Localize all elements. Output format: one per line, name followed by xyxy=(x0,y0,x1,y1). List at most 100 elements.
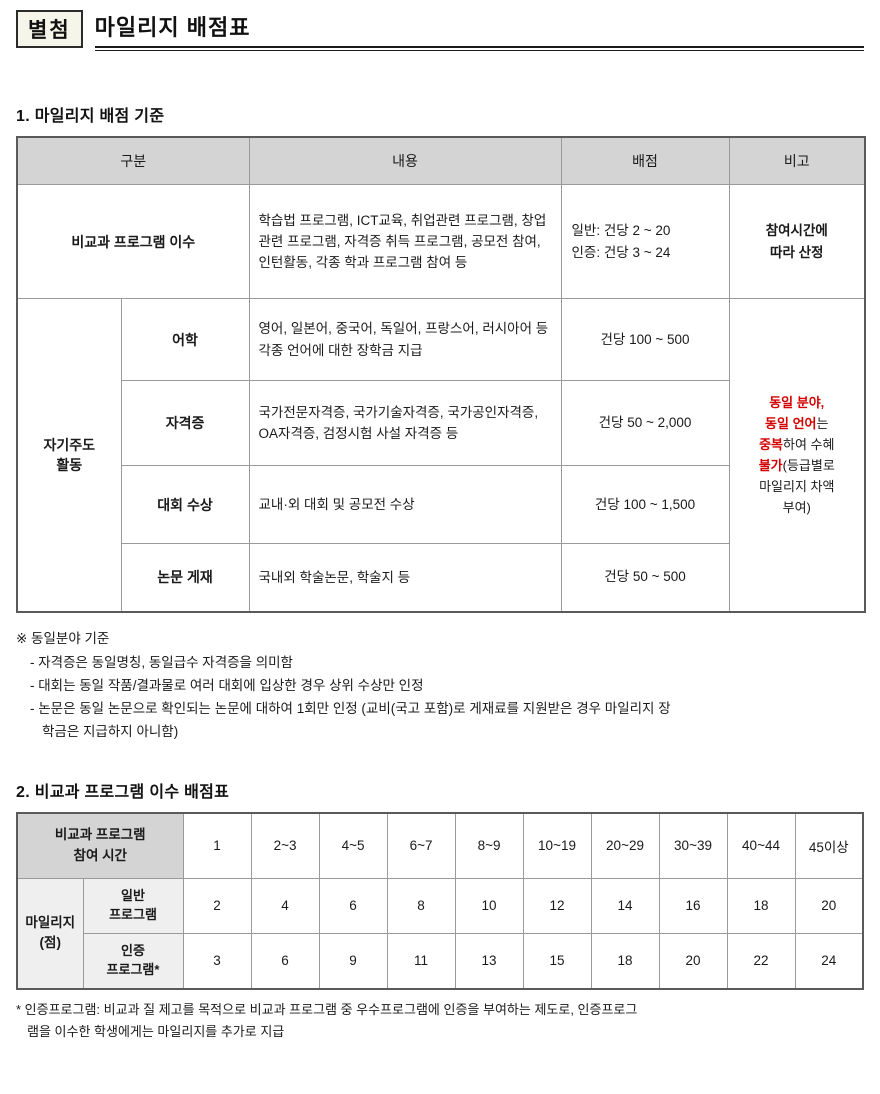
score-line-certified: 인증: 건당 3 ~ 24 xyxy=(571,244,671,260)
cell-score-general: 2 xyxy=(182,877,252,934)
mileage-label-line-1: 마일리지 xyxy=(25,914,76,930)
remark-plain-6: 부여) xyxy=(782,499,811,515)
title-rule-thick xyxy=(94,46,864,48)
mileage-label-line-2: (점) xyxy=(39,935,61,951)
cell-score-certified: 20 xyxy=(658,932,728,990)
footnote-text: * 인증프로그램: 비교과 질 제고를 목적으로 비교과 프로그램 중 우수프로… xyxy=(16,1001,638,1017)
section1-notes: ※ 동일분야 기준 - 자격증은 동일명칭, 동일급수 자격증을 의미함 - 대… xyxy=(16,627,864,744)
remark-line-5: 마일리지 차액 xyxy=(736,476,859,497)
cell-score-language: 건당 100 ~ 500 xyxy=(560,298,730,381)
title-divider xyxy=(94,46,864,51)
remark-line-1: 동일 분야, xyxy=(736,392,859,413)
column-header-category: 구분 xyxy=(16,136,250,185)
note-item-text: - 논문은 동일 논문으로 확인되는 논문에 대하여 1회만 인정 (교비(국고… xyxy=(30,701,671,717)
cell-score-general: 6 xyxy=(318,877,388,934)
document-title-bar: 별첨 마일리지 배점표 xyxy=(16,10,864,56)
remark-line-1: 참여시간에 xyxy=(765,222,828,238)
cell-score-certificate: 건당 50 ~ 2,000 xyxy=(560,380,730,466)
note-item: - 논문은 동일 논문으로 확인되는 논문에 대하여 1회만 인정 (교비(국고… xyxy=(16,697,864,743)
remark-emphasis-4: 불가 xyxy=(758,457,783,473)
mileage-criteria-table: 구분 내용 배점 비고 비교과 프로그램 이수 학습법 프로그램, ICT교육,… xyxy=(16,136,867,613)
remark-line-6: 부여) xyxy=(736,497,859,518)
table-row: 마일리지 (점) 일반 프로그램 2 4 6 8 10 12 14 16 18 … xyxy=(16,877,864,990)
cell-hours-header: 비교과 프로그램 참여 시간 xyxy=(16,812,184,879)
remark-emphasis-3: 중복 xyxy=(759,436,783,452)
category-line-2: 활동 xyxy=(56,456,83,473)
program-type-line-2: 프로그램* xyxy=(106,961,160,977)
document-page: 별첨 마일리지 배점표 1. 마일리지 배점 기준 구분 내용 배점 비고 xyxy=(0,10,880,1094)
cell-content-extracurricular: 학습법 프로그램, ICT교육, 취업관련 프로그램, 창업관련 프로그램, 자… xyxy=(248,184,562,299)
remark-line-2: 동일 언어는 xyxy=(736,413,859,434)
cell-score-certified: 22 xyxy=(726,932,796,990)
page-title: 마일리지 배점표 xyxy=(94,15,251,40)
remark-plain-5: 마일리지 차액 xyxy=(759,478,835,494)
table-header-row: 구분 내용 배점 비고 xyxy=(16,136,866,185)
remark-plain-3: 하여 수혜 xyxy=(783,436,835,452)
remark-line-4: 불가(등급별로 xyxy=(736,455,859,476)
hours-header-line-1: 비교과 프로그램 xyxy=(54,827,146,843)
cell-content-competition: 교내·외 대회 및 공모전 수상 xyxy=(248,465,562,544)
cell-remark-extracurricular: 참여시간에 따라 산정 xyxy=(728,184,866,299)
cell-score-certified: 11 xyxy=(386,932,456,990)
cell-hours-range: 45이상 xyxy=(794,812,864,879)
cell-score-certified: 9 xyxy=(318,932,388,990)
section2-heading: 2. 비교과 프로그램 이수 배점표 xyxy=(16,783,230,801)
cell-score-certified: 15 xyxy=(522,932,592,990)
score-line-general: 일반: 건당 2 ~ 20 xyxy=(571,222,671,238)
cell-content-certificate: 국가전문자격증, 국가기술자격증, 국가공인자격증, OA자격증, 검정시험 사… xyxy=(248,380,562,466)
cell-remark-self-directed: 동일 분야, 동일 언어는 중복하여 수혜 불가(등급별로 마일리지 차액 부여… xyxy=(728,298,866,612)
remark-line-3: 중복하여 수혜 xyxy=(736,434,859,455)
cell-score-general: 20 xyxy=(794,877,864,934)
cell-category-extracurricular: 비교과 프로그램 이수 xyxy=(16,184,250,299)
cell-score-certified: 3 xyxy=(182,932,252,990)
footnote-continuation: 램을 이수한 학생에게는 마일리지를 추가로 지급 xyxy=(27,1023,285,1039)
cell-content-language: 영어, 일본어, 중국어, 독일어, 프랑스어, 러시아어 등 각종 언어에 대… xyxy=(248,298,562,381)
cell-subcategory-paper: 논문 게재 xyxy=(120,543,250,612)
title-rule-thin xyxy=(94,50,864,51)
table-row: 인증 프로그램* 3 6 9 11 13 15 18 20 22 24 xyxy=(17,932,864,990)
remark-emphasis-1: 동일 분야, xyxy=(769,394,825,410)
cell-score-extracurricular: 일반: 건당 2 ~ 20 인증: 건당 3 ~ 24 xyxy=(560,184,730,299)
cell-score-general: 4 xyxy=(250,877,320,934)
table-header-row: 비교과 프로그램 참여 시간 1 2~3 4~5 6~7 8~9 10~19 2… xyxy=(16,812,864,879)
cell-subcategory-certificate: 자격증 xyxy=(120,380,250,466)
cell-hours-range: 1 xyxy=(182,812,252,879)
extracurricular-score-table: 비교과 프로그램 참여 시간 1 2~3 4~5 6~7 8~9 10~19 2… xyxy=(16,811,865,990)
cell-score-general: 8 xyxy=(386,877,456,934)
cell-score-general: 12 xyxy=(522,877,592,934)
cell-hours-range: 10~19 xyxy=(522,812,592,879)
note-item: - 대회는 동일 작품/결과물로 여러 대회에 입상한 경우 상위 수상만 인정 xyxy=(30,677,424,693)
table-row: 대회 수상 교내·외 대회 및 공모전 수상 건당 100 ~ 1,500 xyxy=(17,465,865,544)
cell-score-certified: 13 xyxy=(454,932,524,990)
table-row: 논문 게재 국내외 학술논문, 학술지 등 건당 50 ~ 500 xyxy=(17,543,865,612)
cell-category-self-directed: 자기주도 활동 xyxy=(16,298,122,612)
cell-score-certified: 6 xyxy=(250,932,320,990)
cell-subcategory-language: 어학 xyxy=(120,298,250,381)
table-row: 자기주도 활동 어학 영어, 일본어, 중국어, 독일어, 프랑스어, 러시아어… xyxy=(16,298,866,612)
cell-hours-range: 40~44 xyxy=(726,812,796,879)
cell-hours-range: 30~39 xyxy=(658,812,728,879)
cell-hours-range: 20~29 xyxy=(590,812,660,879)
cell-score-general: 14 xyxy=(590,877,660,934)
category-line-1: 자기주도 xyxy=(43,436,96,453)
column-header-content: 내용 xyxy=(248,136,562,185)
cell-score-general: 18 xyxy=(726,877,796,934)
remark-line-2: 따라 산정 xyxy=(770,244,824,260)
column-header-remark: 비고 xyxy=(728,136,866,185)
remark-plain-2: 는 xyxy=(816,415,829,431)
cell-content-paper: 국내외 학술논문, 학술지 등 xyxy=(248,543,562,612)
program-type-line-1: 일반 xyxy=(121,887,145,903)
cell-score-certified: 24 xyxy=(794,932,864,990)
cell-score-competition: 건당 100 ~ 1,500 xyxy=(560,465,730,544)
cell-hours-range: 6~7 xyxy=(386,812,456,879)
note-item: - 자격증은 동일명칭, 동일급수 자격증을 의미함 xyxy=(30,654,293,670)
cell-hours-range: 2~3 xyxy=(250,812,320,879)
cell-score-general: 10 xyxy=(454,877,524,934)
remark-emphasis-2: 동일 언어 xyxy=(765,415,817,431)
table-row: 자격증 국가전문자격증, 국가기술자격증, 국가공인자격증, OA자격증, 검정… xyxy=(17,380,865,466)
hours-header-line-2: 참여 시간 xyxy=(73,847,127,863)
program-type-line-2: 프로그램 xyxy=(109,906,157,922)
attachment-tag: 별첨 xyxy=(16,10,83,48)
cell-score-certified: 18 xyxy=(590,932,660,990)
section1-heading: 1. 마일리지 배점 기준 xyxy=(16,108,165,125)
